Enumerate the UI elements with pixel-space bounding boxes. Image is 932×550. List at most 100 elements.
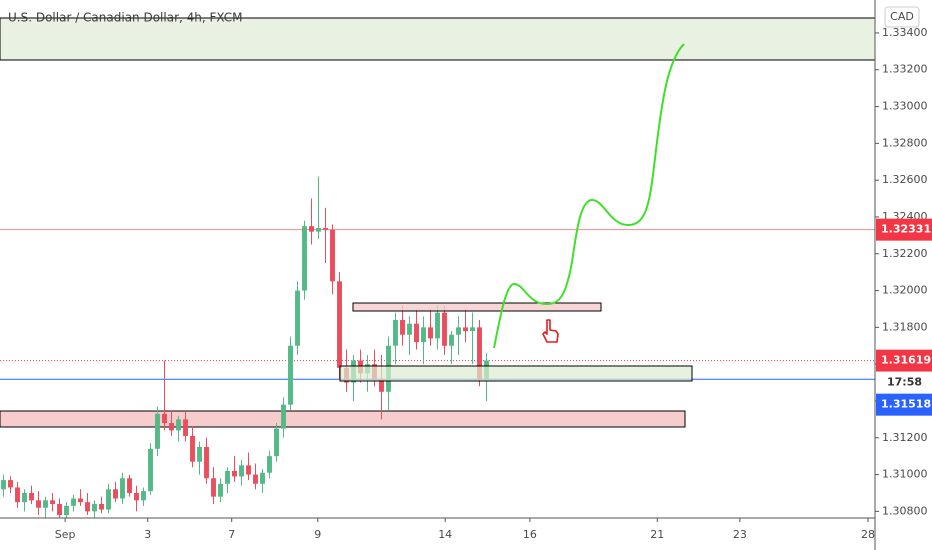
candle-body (414, 323, 419, 343)
drawings-top (339, 43, 693, 382)
candle-body (225, 470, 230, 484)
candle-body (85, 502, 90, 512)
candle-body (428, 327, 433, 339)
candle-body (421, 327, 426, 343)
hand-icon (542, 319, 559, 343)
x-tick-label: 9 (314, 528, 321, 541)
candle-body (15, 487, 20, 503)
candle-body (183, 419, 188, 436)
candle-body (1, 480, 6, 490)
candle-body (120, 478, 125, 499)
candle-body (29, 492, 34, 501)
candle-body (470, 327, 475, 332)
candle-body (330, 229, 335, 282)
candle-body (134, 492, 139, 501)
candle-body (99, 504, 104, 510)
candle-body (176, 419, 181, 431)
candle-body (211, 478, 216, 497)
y-tick-label: 1.32200 (882, 247, 928, 260)
range-box (339, 365, 693, 382)
countdown-label: 17:58 (887, 376, 922, 389)
candle-body (92, 504, 97, 512)
countdown-badge (876, 371, 932, 394)
candle-body (141, 491, 146, 501)
y-tick-label: 1.32000 (882, 284, 928, 297)
candle-body (477, 327, 482, 379)
price-badges: 1.32331 1.31619 17:58 1.31518 (876, 218, 932, 416)
y-tick-label: 1.33400 (882, 26, 928, 39)
candle-body (449, 334, 454, 346)
currency-badge (884, 6, 920, 28)
candle-body (43, 500, 48, 508)
x-tick-label: 7 (228, 528, 235, 541)
candle-body (260, 472, 265, 484)
candle-body (148, 448, 153, 492)
resistance-zone (0, 17, 876, 61)
candle-body (463, 327, 468, 332)
price-badge (876, 349, 932, 372)
candle-body (239, 465, 244, 477)
candle-body (57, 504, 62, 516)
time-axis (0, 518, 875, 550)
candle-body (106, 489, 111, 510)
y-tick-label: 1.31000 (882, 468, 928, 481)
candle-body (64, 505, 69, 516)
x-tick-label: 21 (650, 528, 664, 541)
x-tick-label: 14 (438, 528, 452, 541)
candle-body (400, 320, 405, 335)
candle-body (316, 227, 321, 232)
candle-body (8, 480, 13, 488)
candle-body (288, 345, 293, 405)
y-tick-label: 1.33000 (882, 100, 928, 113)
candle-body (190, 435, 195, 462)
x-tick-label: Sep (55, 528, 76, 541)
candle-body (442, 312, 447, 346)
y-tick-label: 1.31200 (882, 431, 928, 444)
candle-body (232, 470, 237, 477)
candle-body (246, 465, 251, 475)
candle-body (309, 226, 314, 232)
candle-body (407, 323, 412, 335)
candle-body (337, 281, 342, 368)
candle-body (253, 474, 258, 484)
x-tick-label: 3 (144, 528, 151, 541)
candle-body (274, 428, 279, 457)
y-tick-label: 1.31800 (882, 320, 928, 333)
chart-title: U.S. Dollar / Canadian Dollar, 4h, FXCM (8, 11, 243, 25)
candle-body (393, 320, 398, 346)
price-badge (876, 393, 932, 416)
candle-body (267, 456, 272, 473)
candle-body (162, 413, 167, 424)
candle-body (218, 483, 223, 497)
x-tick-label: 28 (861, 528, 875, 541)
candle-body (71, 498, 76, 506)
candle-body (302, 226, 307, 291)
y-tick-label: 1.32600 (882, 173, 928, 186)
y-tick-label: 1.33200 (882, 63, 928, 76)
candle-body (169, 423, 174, 431)
candle-body (281, 404, 286, 429)
x-tick-label: 16 (523, 528, 537, 541)
candle-body (435, 312, 440, 339)
candle-body (456, 327, 461, 335)
price-badge (876, 218, 932, 241)
candle-body (113, 489, 118, 499)
breakout-box (352, 302, 602, 312)
candle-body (323, 227, 328, 230)
candle-body (204, 446, 209, 479)
candle-body (295, 290, 300, 346)
support-zone (0, 410, 686, 428)
candle-body (197, 446, 202, 462)
candle-body (155, 413, 160, 449)
currency-label: CAD (890, 10, 914, 23)
price-badge-label: 1.31518 (881, 398, 931, 411)
price-badge-label: 1.31619 (881, 354, 931, 367)
candle-body (22, 492, 27, 503)
price-axis (875, 0, 932, 550)
candle-body (127, 478, 132, 493)
candle-body (50, 500, 55, 505)
projection-curve (493, 43, 685, 349)
x-tick-label: 23 (733, 528, 747, 541)
